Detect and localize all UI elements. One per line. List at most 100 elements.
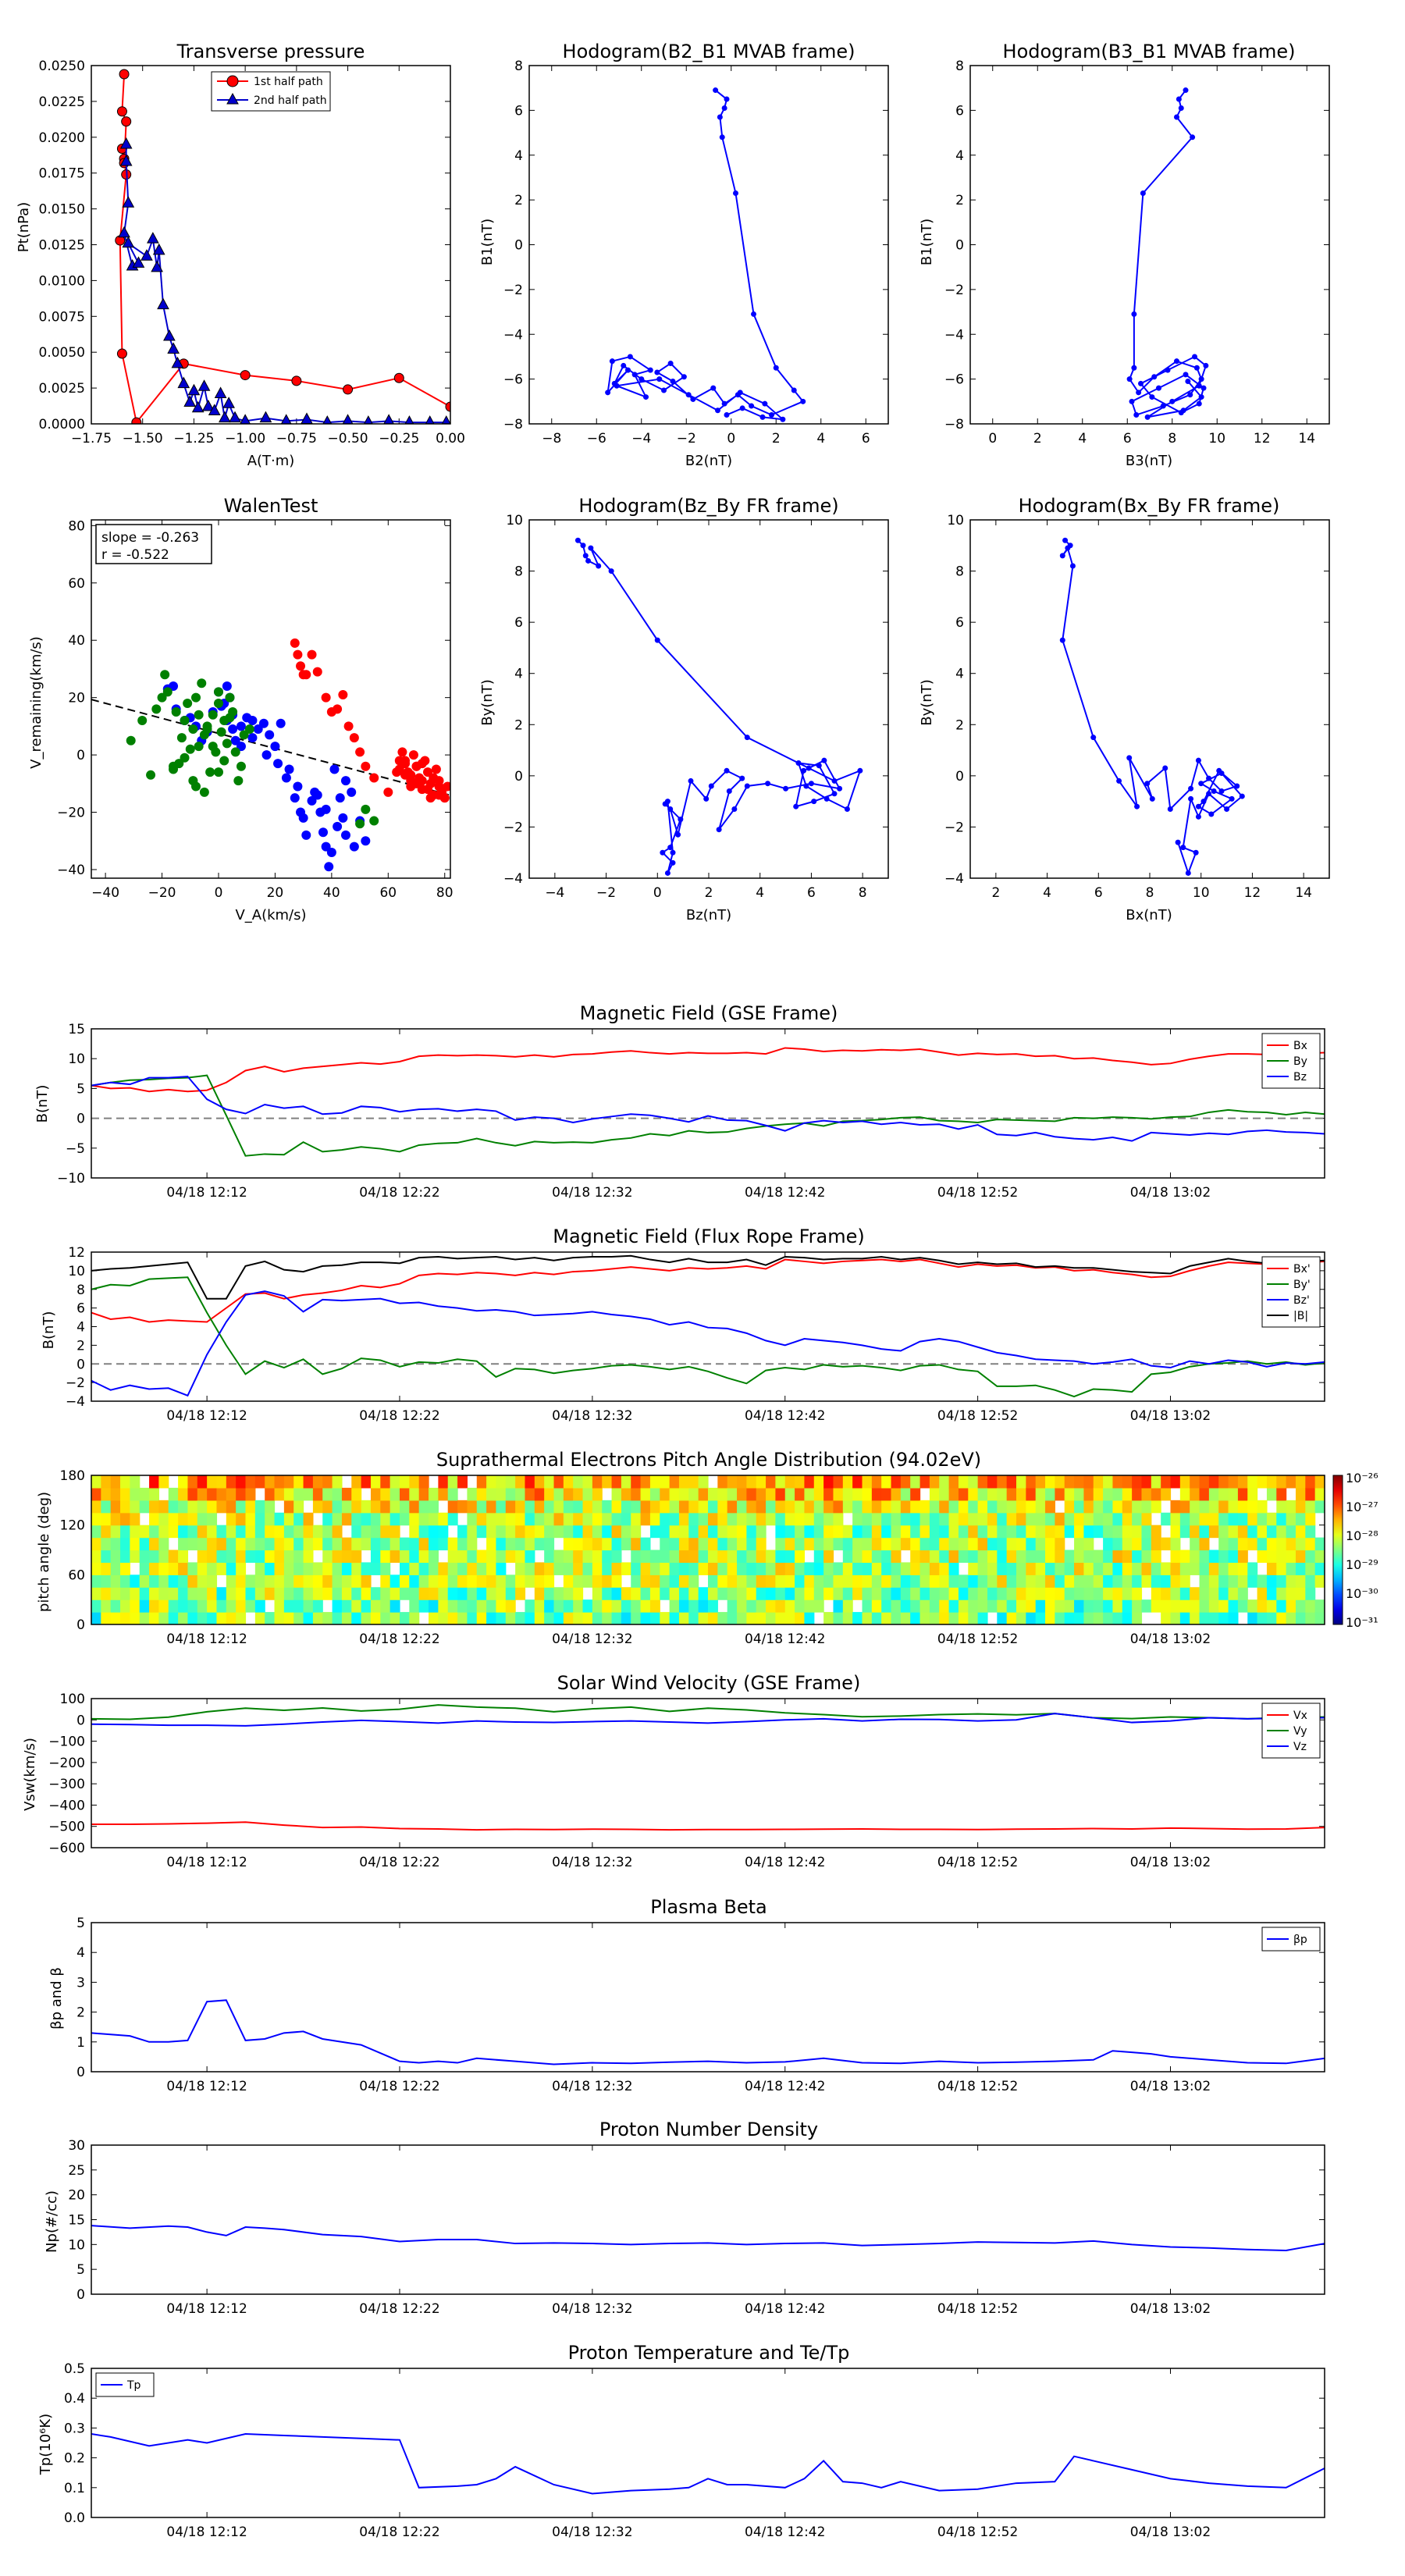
heatmap-cell xyxy=(1026,1550,1037,1564)
data-point xyxy=(140,249,153,261)
heatmap-cell xyxy=(1035,1562,1046,1575)
heatmap-cell xyxy=(168,1525,179,1539)
y-tick-label: −200 xyxy=(48,1756,85,1771)
heatmap-cell xyxy=(130,1475,140,1489)
heatmap-cell xyxy=(525,1525,535,1539)
data-point xyxy=(174,759,184,769)
heatmap-cell xyxy=(784,1612,795,1624)
heatmap-cell xyxy=(322,1512,333,1526)
heatmap-cell xyxy=(582,1612,593,1624)
y-tick-label: −20 xyxy=(57,806,85,821)
heatmap-cell xyxy=(1026,1562,1037,1575)
heatmap-cell xyxy=(563,1612,574,1624)
heatmap-cell xyxy=(110,1574,121,1588)
heatmap-cell xyxy=(1179,1487,1190,1501)
heatmap-cell xyxy=(775,1612,786,1624)
series-line xyxy=(91,1290,1325,1397)
heatmap-cell xyxy=(351,1574,362,1588)
data-point xyxy=(340,776,350,786)
data-point xyxy=(393,372,404,383)
data-point xyxy=(219,411,231,423)
heatmap-cell xyxy=(1055,1487,1065,1501)
heatmap-cell xyxy=(351,1500,362,1514)
data-point xyxy=(116,106,127,117)
heatmap-cell xyxy=(429,1525,439,1539)
heatmap-cell xyxy=(486,1537,497,1551)
heatmap-cell xyxy=(1006,1587,1017,1600)
heatmap-cell xyxy=(467,1525,478,1539)
x-tick-label: −1.00 xyxy=(225,431,265,447)
heatmap-cell xyxy=(476,1612,487,1624)
data-point xyxy=(1162,765,1168,771)
y-tick-label: 6 xyxy=(76,1301,85,1317)
x-tick-label: −40 xyxy=(91,885,119,901)
data-point xyxy=(1126,376,1133,382)
x-tick-label: 6 xyxy=(1123,431,1132,447)
heatmap-cell xyxy=(197,1487,208,1501)
data-point xyxy=(151,260,163,272)
heatmap-cell xyxy=(303,1587,314,1600)
heatmap-cell xyxy=(958,1612,969,1624)
heatmap-cell xyxy=(688,1537,699,1551)
series-line xyxy=(91,1713,1325,1727)
heatmap-cell xyxy=(389,1525,400,1539)
heatmap-cell xyxy=(919,1537,930,1551)
data-point xyxy=(213,687,223,697)
data-point xyxy=(347,787,357,797)
y-tick-label: 0.0100 xyxy=(39,273,85,289)
heatmap-cell xyxy=(496,1525,507,1539)
heatmap-cell xyxy=(486,1475,497,1489)
y-tick-label: 0.0225 xyxy=(39,94,85,110)
heatmap-cell xyxy=(563,1487,574,1501)
heatmap-cell xyxy=(727,1612,738,1624)
heatmap-cell xyxy=(678,1487,689,1501)
heatmap-cell xyxy=(852,1574,863,1588)
colorbar-label: 10⁻³¹ xyxy=(1346,1615,1378,1630)
heatmap-cell xyxy=(226,1525,237,1539)
heatmap-cell xyxy=(303,1562,314,1575)
heatmap-cell xyxy=(968,1537,979,1551)
heatmap-cell xyxy=(746,1587,757,1600)
data-point xyxy=(664,870,670,876)
heatmap-cell xyxy=(149,1537,160,1551)
heatmap-cell xyxy=(871,1487,882,1501)
heatmap-cell xyxy=(649,1512,660,1526)
heatmap-cell xyxy=(1045,1550,1055,1564)
heatmap-cell xyxy=(254,1537,265,1551)
heatmap-cell xyxy=(1083,1550,1094,1564)
heatmap-cell xyxy=(910,1587,921,1600)
data-point xyxy=(180,753,190,763)
data-point xyxy=(265,730,275,740)
heatmap-cell xyxy=(1208,1587,1219,1600)
legend: 1st half path 2nd half path xyxy=(211,71,331,112)
heatmap-cell xyxy=(1295,1599,1306,1613)
data-point xyxy=(759,414,766,420)
heatmap-cell xyxy=(216,1562,227,1575)
heatmap-cell xyxy=(813,1525,824,1539)
heatmap-cell xyxy=(1199,1562,1210,1575)
heatmap-cell xyxy=(91,1525,101,1539)
heatmap-cell xyxy=(573,1512,584,1526)
heatmap-cell xyxy=(1016,1550,1026,1564)
heatmap-cell xyxy=(1074,1574,1085,1588)
heatmap-cell xyxy=(784,1500,795,1514)
heatmap-cell xyxy=(515,1562,526,1575)
data-point xyxy=(708,783,714,789)
heatmap-cell xyxy=(563,1587,574,1600)
heatmap-cell xyxy=(265,1612,276,1624)
heatmap-cell xyxy=(1208,1525,1219,1539)
heatmap-cell xyxy=(101,1587,112,1600)
heatmap-cell xyxy=(708,1537,718,1551)
y-tick-label: 5 xyxy=(76,2262,85,2278)
heatmap-cell xyxy=(1112,1599,1123,1613)
data-point xyxy=(1211,788,1217,795)
heatmap-cell xyxy=(1266,1475,1277,1489)
legend-label: βp xyxy=(1293,1934,1307,1946)
data-point xyxy=(431,764,441,774)
heatmap-cell xyxy=(274,1525,285,1539)
heatmap-cell xyxy=(756,1574,767,1588)
heatmap-cell xyxy=(881,1475,892,1489)
heatmap-cell xyxy=(833,1512,844,1526)
heatmap-cell xyxy=(254,1574,265,1588)
heatmap-cell xyxy=(525,1475,535,1489)
